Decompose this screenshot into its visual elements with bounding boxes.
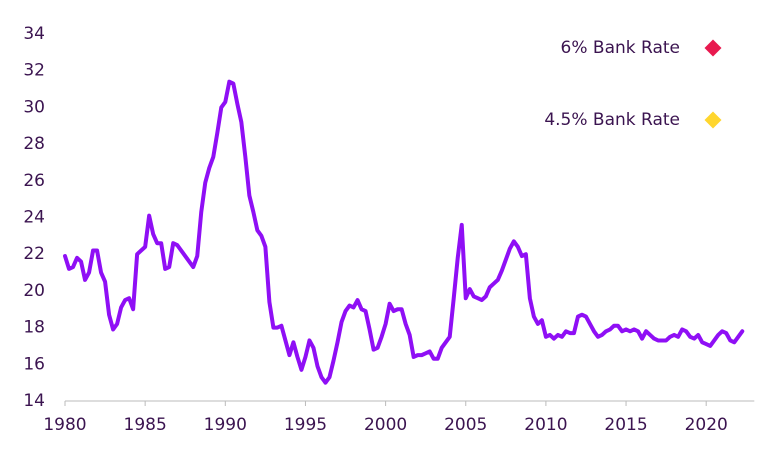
x-tick-label: 2000 [364, 415, 407, 435]
y-tick-label: 22 [23, 244, 45, 264]
x-tick-label: 1990 [204, 415, 247, 435]
y-tick-label: 30 [23, 97, 45, 117]
line [63, 79, 745, 385]
y-tick-label: 20 [23, 281, 45, 301]
y-tick-label: 26 [23, 171, 45, 191]
y-tick-label: 16 [23, 354, 45, 374]
y-tick-label: 24 [23, 208, 45, 228]
x-tick-label: 2010 [524, 415, 567, 435]
x-tick-label: 1980 [43, 415, 86, 435]
legend-label: 6% Bank Rate [561, 38, 680, 58]
x-tick-label: 1985 [124, 415, 167, 435]
x-tick-label: 2020 [685, 415, 728, 435]
y-tick-label: 34 [23, 24, 45, 44]
x-tick-label: 2005 [444, 415, 487, 435]
y-tick-label: 14 [23, 391, 45, 411]
legend-label: 4.5% Bank Rate [544, 110, 680, 130]
x-tick-label: 2015 [604, 415, 647, 435]
y-tick-label: 18 [23, 318, 45, 338]
legend-marker [704, 111, 722, 129]
x-tick-label: 1995 [284, 415, 327, 435]
legend-marker [704, 39, 722, 57]
y-tick-label: 32 [23, 61, 45, 81]
y-tick-label: 28 [23, 134, 45, 154]
